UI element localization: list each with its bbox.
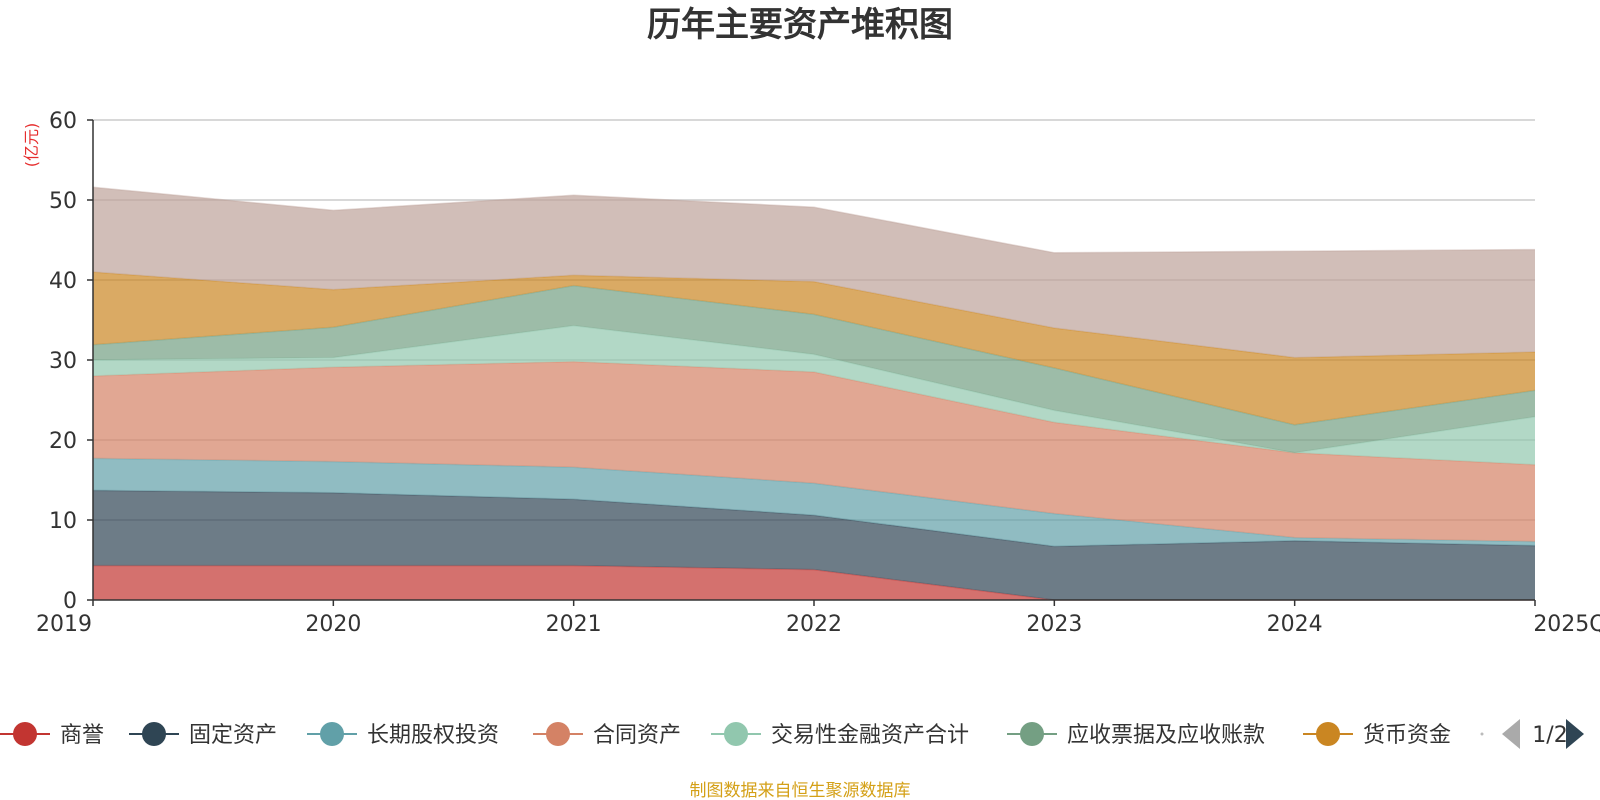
legend-marker-icon [1020, 722, 1044, 746]
legend-item-2[interactable]: 长期股权投资 [307, 722, 499, 748]
legend-item-0[interactable]: 商誉 [0, 722, 104, 748]
x-tick-label: 2021 [546, 612, 602, 637]
legend-marker-icon [13, 722, 37, 746]
y-tick-label: 50 [49, 189, 77, 214]
area-series-4 [93, 325, 1535, 465]
area-series-0 [93, 565, 1535, 600]
legend-label: 货币资金 [1363, 723, 1451, 748]
legend-marker-icon [320, 722, 344, 746]
legend-marker-icon [142, 722, 166, 746]
x-tick-label: 2022 [786, 612, 842, 637]
y-tick-label: 60 [49, 109, 77, 134]
area-series-2 [93, 458, 1535, 547]
legend-next-icon[interactable] [1566, 719, 1584, 749]
legend-marker-icon [724, 722, 748, 746]
legend-page-indicator: 1/2 [1532, 723, 1567, 748]
legend-label: 商誉 [60, 723, 104, 748]
x-tick-label: 2024 [1267, 612, 1323, 637]
legend-label: 应收票据及应收账款 [1067, 723, 1265, 748]
x-tick-label: 2019 [36, 612, 92, 637]
area-series-7 [93, 187, 1535, 358]
legend-marker-icon [1316, 722, 1340, 746]
area-edge-7 [92, 186, 1536, 254]
legend: 商誉 固定资产 长期股权投资 合同资产 交易性金融资产合计 应收票据及应收账款 货币资金 [0, 722, 1484, 748]
legend-item-4[interactable]: 交易性金融资产合计 [711, 722, 969, 748]
legend-overflow-dot-icon [1480, 732, 1484, 736]
legend-label: 长期股权投资 [367, 723, 499, 748]
legend-item-1[interactable]: 固定资产 [129, 722, 277, 748]
area-series-6 [93, 272, 1535, 425]
x-tick-label: 2023 [1026, 612, 1082, 637]
y-tick-label: 30 [49, 349, 77, 374]
area-series-1 [93, 490, 1535, 600]
y-tick-label: 10 [49, 509, 77, 534]
legend-item-6[interactable]: 货币资金 [1303, 722, 1451, 748]
legend-pager[interactable]: 1/2 [1502, 719, 1584, 749]
axes: 0 10 20 30 40 50 60 2019 2020 2021 2022 2023 2024 202… [36, 109, 1600, 637]
legend-item-5[interactable]: 应收票据及应收账款 [1007, 722, 1265, 748]
y-axis-unit-label: (亿元) [22, 123, 41, 168]
legend-prev-icon[interactable] [1502, 719, 1520, 749]
legend-label: 合同资产 [593, 723, 681, 748]
legend-item-3[interactable]: 合同资产 [533, 722, 681, 748]
x-tick-label: 2020 [305, 612, 361, 637]
area-series-3 [93, 361, 1535, 542]
area-series-5 [93, 285, 1535, 453]
y-tick-label: 0 [63, 589, 77, 614]
series-areas [92, 186, 1536, 601]
y-tick-label: 20 [49, 429, 77, 454]
legend-label: 固定资产 [189, 723, 277, 748]
legend-label: 交易性金融资产合计 [771, 723, 969, 748]
chart-title: 历年主要资产堆积图 [647, 5, 953, 45]
legend-marker-icon [546, 722, 570, 746]
x-tick-label: 2025Q1-Q3 [1533, 612, 1600, 637]
y-tick-label: 40 [49, 269, 77, 294]
data-source-note: 制图数据来自恒生聚源数据库 [690, 781, 911, 800]
